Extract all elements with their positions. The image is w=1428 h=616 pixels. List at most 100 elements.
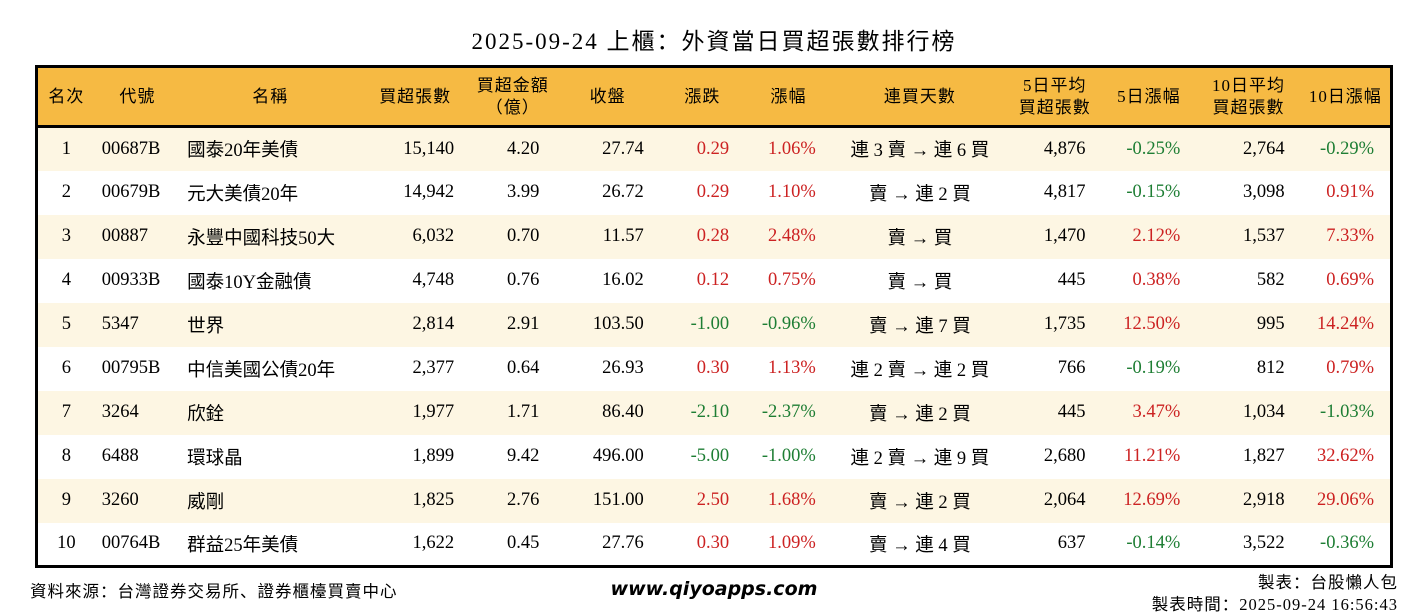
cell-buy-streak: 連 2 賣 → 連 2 買 (850, 360, 990, 381)
cell-net-buy-amount: 9.42 (507, 446, 540, 466)
cell-name: 元大美債20年 (187, 184, 299, 205)
cell-rank: 5 (61, 314, 71, 334)
cell-net-buy-volume: 14,942 (403, 182, 455, 202)
cell-change: 0.12 (696, 270, 730, 290)
cell-name: 中信美國公債20年 (187, 360, 336, 381)
cell-avg5-volume: 4,817 (1043, 182, 1086, 202)
cell-code: 00679B (101, 182, 161, 202)
cell-rank: 1 (61, 138, 71, 159)
cell-pct-5d: -0.15% (1126, 182, 1181, 202)
cell-pct-10d: -0.29% (1320, 138, 1374, 159)
cell-name: 環球晶 (187, 448, 243, 469)
cell-change-pct: -0.96% (761, 314, 816, 334)
ranking-table: 名次 代號 名稱 買超張數 買超金額 （億） 收盤 漲跌 漲幅 連買天數 5日平均 買超張數 5日漲… (35, 65, 1393, 568)
page-title: 2025-09-24 上櫃：外資當日買超張數排行榜 (471, 29, 957, 54)
table-body: 1 00687B 國泰20年美債 15,140 4.20 27.74 0.29 1.06% 連 … (36, 126, 1392, 567)
cell-avg5-volume: 445 (1057, 402, 1086, 422)
cell-change: 0.30 (696, 358, 730, 378)
cell-close: 26.93 (602, 358, 644, 378)
cell-avg10-volume: 3,522 (1243, 533, 1285, 554)
cell-name: 欣銓 (187, 404, 225, 425)
cell-net-buy-volume: 1,622 (412, 533, 455, 554)
table-row: 3 00887 永豐中國科技50大 6,032 0.70 11.57 0.28 2.48% 賣 … (36, 214, 1392, 259)
cell-rank: 3 (61, 226, 71, 246)
cell-avg10-volume: 2,918 (1243, 490, 1285, 510)
cell-rank: 9 (61, 490, 71, 510)
col-header-pct-5d: 5日漲幅 (1101, 66, 1197, 128)
cell-change-pct: -1.00% (761, 446, 816, 466)
cell-pct-5d: 12.50% (1123, 314, 1181, 334)
cell-change-pct: -2.37% (761, 402, 816, 422)
table-header: 名次 代號 名稱 買超張數 買超金額 （億） 收盤 漲跌 漲幅 連買天數 5日平均 買超張數 5日漲… (36, 66, 1392, 128)
cell-avg10-volume: 1,537 (1243, 226, 1285, 246)
table-row: 10 00764B 群益25年美債 1,622 0.45 27.76 0.30 1.09% 賣 … (37, 523, 1392, 567)
cell-code: 00764B (101, 533, 161, 554)
cell-avg10-volume: 1,034 (1243, 402, 1285, 422)
col-header-change: 漲跌 (659, 66, 746, 128)
cell-net-buy-amount: 2.91 (507, 314, 540, 334)
cell-net-buy-amount: 0.76 (507, 270, 540, 290)
cell-net-buy-amount: 0.45 (507, 533, 540, 554)
table-row: 7 3264 欣銓 1,977 1.71 86.40 -2.10 -2.37% 賣 → 連 2 … (36, 390, 1392, 435)
cell-change-pct: 1.68% (768, 490, 816, 510)
cell-net-buy-amount: 0.70 (507, 226, 540, 246)
cell-net-buy-amount: 1.71 (507, 402, 540, 422)
cell-net-buy-amount: 0.64 (507, 358, 540, 378)
cell-change-pct: 1.09% (768, 533, 816, 554)
cell-close: 27.74 (602, 138, 644, 159)
cell-net-buy-volume: 2,377 (412, 358, 455, 378)
cell-avg5-volume: 766 (1057, 358, 1086, 378)
table-row: 2 00679B 元大美債20年 14,942 3.99 26.72 0.29 1.10% 賣 … (37, 171, 1392, 215)
cell-buy-streak: 連 2 賣 → 連 9 買 (850, 448, 990, 469)
cell-pct-10d: 29.06% (1316, 490, 1374, 510)
maker-text: 製表：台股懶人包 (1258, 573, 1398, 592)
cell-change: 0.29 (696, 138, 730, 159)
col-header-avg5-volume: 5日平均 買超張數 (1007, 66, 1102, 128)
cell-pct-5d: -0.25% (1126, 138, 1181, 159)
cell-net-buy-volume: 1,825 (412, 490, 455, 510)
col-header-avg10-volume: 10日平均 買超張數 (1196, 66, 1301, 128)
cell-name: 國泰10Y金融債 (187, 272, 312, 293)
cell-avg5-volume: 2,064 (1043, 490, 1086, 510)
cell-change-pct: 1.10% (768, 182, 816, 202)
cell-buy-streak: 賣 → 連 2 買 (869, 404, 971, 425)
cell-close: 11.57 (602, 226, 644, 246)
cell-close: 103.50 (592, 314, 644, 334)
cell-code: 00933B (101, 270, 161, 290)
cell-pct-5d: -0.19% (1126, 358, 1181, 378)
cell-name: 永豐中國科技50大 (187, 228, 336, 249)
cell-change-pct: 1.06% (768, 138, 816, 159)
cell-pct-10d: 14.24% (1316, 314, 1374, 334)
cell-rank: 7 (61, 402, 71, 422)
cell-close: 496.00 (592, 446, 644, 466)
table-row: 9 3260 威剛 1,825 2.76 151.00 2.50 1.68% 賣 → 連 2 買… (36, 478, 1392, 523)
cell-avg10-volume: 1,827 (1243, 446, 1285, 466)
cell-pct-10d: -1.03% (1320, 402, 1374, 422)
cell-avg10-volume: 3,098 (1243, 182, 1285, 202)
cell-name: 世界 (187, 316, 225, 337)
cell-change-pct: 1.13% (768, 358, 816, 378)
cell-net-buy-volume: 6,032 (412, 226, 455, 246)
col-header-pct-10d: 10日漲幅 (1300, 66, 1392, 128)
cell-change-pct: 0.75% (768, 270, 816, 290)
col-header-buy-streak: 連買天數 (831, 66, 1008, 128)
cell-buy-streak: 賣 → 連 2 買 (869, 492, 971, 513)
cell-rank: 6 (61, 358, 71, 378)
cell-code: 6488 (101, 446, 139, 466)
cell-code: 3260 (101, 490, 139, 510)
cell-change: 0.28 (696, 226, 730, 246)
cell-close: 16.02 (602, 270, 644, 290)
cell-rank: 10 (57, 533, 76, 554)
col-header-rank: 名次 (36, 66, 95, 128)
cell-buy-streak: 連 3 賣 → 連 6 買 (850, 141, 990, 162)
cell-code: 3264 (101, 402, 139, 422)
cell-net-buy-amount: 3.99 (507, 182, 540, 202)
cell-avg5-volume: 445 (1057, 270, 1086, 290)
cell-pct-10d: 0.91% (1326, 182, 1374, 202)
table-row: 1 00687B 國泰20年美債 15,140 4.20 27.74 0.29 1.06% 連 … (36, 126, 1392, 171)
col-header-code: 代號 (94, 66, 181, 128)
cell-buy-streak: 賣 → 連 2 買 (869, 184, 971, 205)
cell-net-buy-volume: 1,977 (412, 402, 455, 422)
cell-pct-5d: 12.69% (1123, 490, 1181, 510)
